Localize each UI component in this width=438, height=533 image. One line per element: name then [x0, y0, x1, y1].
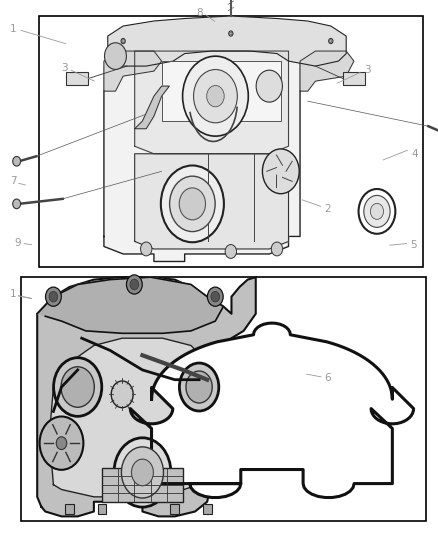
Circle shape [262, 149, 299, 193]
Polygon shape [104, 26, 300, 262]
Circle shape [53, 358, 102, 416]
Bar [65, 504, 74, 514]
Bar [21, 277, 426, 521]
Text: 2: 2 [324, 204, 331, 214]
Bar [203, 504, 212, 514]
Circle shape [170, 176, 215, 232]
Circle shape [131, 459, 153, 486]
Circle shape [114, 438, 171, 507]
Bar [343, 71, 365, 85]
Circle shape [208, 287, 223, 306]
Polygon shape [300, 51, 354, 91]
Bar [170, 504, 179, 514]
Polygon shape [104, 51, 162, 91]
Circle shape [225, 245, 237, 259]
Bar [39, 16, 423, 266]
Circle shape [127, 275, 142, 294]
Circle shape [186, 371, 212, 403]
Polygon shape [108, 16, 346, 66]
Text: 3: 3 [61, 63, 68, 73]
Text: 1: 1 [10, 289, 17, 299]
Circle shape [328, 38, 333, 44]
Circle shape [105, 43, 127, 69]
Circle shape [61, 367, 94, 407]
Circle shape [183, 56, 248, 136]
Bar [66, 71, 88, 85]
Polygon shape [37, 277, 223, 333]
Text: 9: 9 [14, 238, 21, 247]
Circle shape [39, 416, 83, 470]
Circle shape [194, 69, 237, 123]
Circle shape [111, 381, 133, 408]
Circle shape [271, 242, 283, 256]
Text: 3: 3 [364, 66, 371, 75]
Circle shape [371, 204, 384, 220]
Circle shape [330, 39, 332, 43]
Polygon shape [130, 323, 413, 497]
Circle shape [56, 437, 67, 449]
Polygon shape [135, 51, 289, 154]
Circle shape [46, 287, 61, 306]
Bar [98, 504, 106, 514]
Text: 1: 1 [10, 25, 17, 34]
Polygon shape [135, 154, 289, 249]
Circle shape [161, 166, 224, 242]
Text: 7: 7 [10, 176, 17, 186]
Circle shape [364, 196, 390, 228]
Circle shape [122, 39, 124, 43]
Circle shape [49, 292, 58, 302]
Text: 8: 8 [196, 9, 203, 18]
Bar [102, 467, 183, 502]
Polygon shape [49, 338, 215, 497]
Circle shape [13, 157, 21, 166]
Circle shape [130, 279, 139, 290]
Circle shape [179, 188, 205, 220]
Circle shape [121, 447, 163, 498]
Circle shape [180, 363, 219, 411]
Circle shape [359, 189, 396, 234]
Circle shape [207, 85, 224, 107]
Text: 4: 4 [412, 149, 419, 158]
Circle shape [256, 70, 283, 102]
Circle shape [13, 199, 21, 209]
Polygon shape [37, 277, 256, 516]
Text: 6: 6 [324, 374, 331, 383]
Circle shape [230, 32, 232, 35]
Text: 5: 5 [410, 240, 417, 250]
Circle shape [121, 38, 125, 44]
Circle shape [141, 242, 152, 256]
Circle shape [211, 292, 220, 302]
Polygon shape [135, 86, 170, 129]
Circle shape [229, 31, 233, 36]
Polygon shape [162, 61, 281, 121]
